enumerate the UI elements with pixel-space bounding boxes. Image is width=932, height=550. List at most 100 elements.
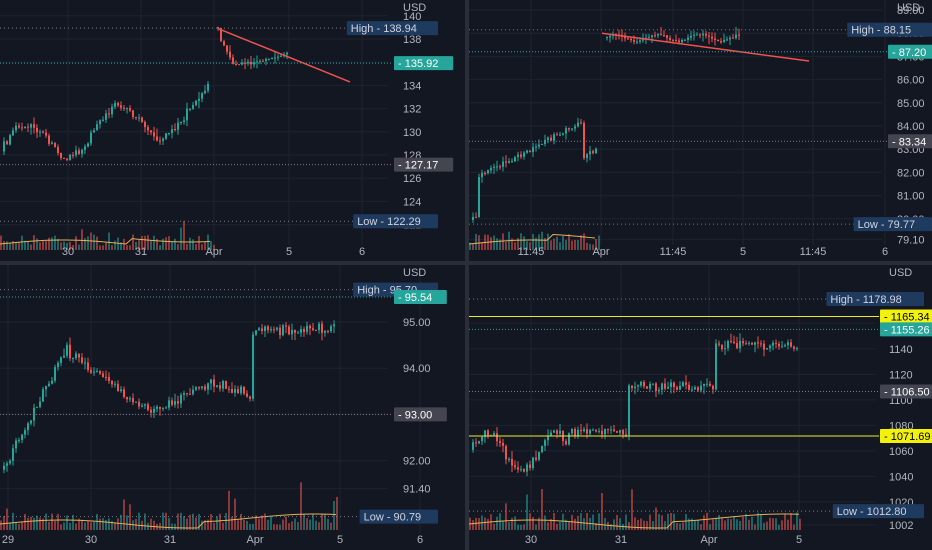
volume-bar: [469, 242, 471, 250]
candle-body: [610, 429, 612, 431]
candle-body: [39, 401, 41, 407]
candle-body: [592, 151, 594, 154]
candle-body: [45, 132, 47, 136]
x-axis-tick-label: 5: [337, 534, 343, 546]
volume-bar: [198, 236, 200, 250]
horizontal-level-tag-bg: [880, 428, 932, 443]
candle-body: [499, 166, 501, 168]
candle-body: [9, 460, 11, 464]
candle-body: [574, 429, 576, 437]
candle-body: [168, 132, 170, 134]
volume-bar: [757, 512, 759, 530]
candle-body: [702, 33, 704, 36]
volume-bar: [252, 523, 254, 530]
candle-body: [633, 40, 635, 42]
volume-bar: [658, 514, 660, 530]
volume-bar: [264, 513, 266, 530]
volume-bar: [682, 522, 684, 530]
candle-body: [228, 388, 230, 390]
candle-body: [619, 430, 621, 433]
candle-body: [123, 389, 125, 397]
volume-bar: [592, 514, 594, 530]
low-tag-bg: [853, 217, 932, 232]
volume-bar: [526, 241, 528, 250]
candle-body: [87, 143, 89, 147]
candle-body: [580, 122, 582, 124]
high-tag-bg: [346, 21, 438, 36]
candle-body: [606, 37, 608, 39]
candle-body: [138, 117, 140, 119]
candle-body: [225, 381, 227, 389]
chart-pane-top-left[interactable]: 122124126128130132134136138140USD3031Apr…: [0, 0, 465, 261]
volume-bar: [718, 515, 720, 530]
volume-bar: [285, 516, 287, 530]
volume-bar: [547, 233, 549, 250]
last-price-tag-bg: [394, 56, 454, 71]
candle-body: [33, 124, 35, 128]
candle-body: [66, 158, 68, 160]
volume-bar: [216, 516, 218, 530]
chart-canvas[interactable]: 122124126128130132134136138140USD3031Apr…: [0, 0, 465, 261]
volume-bar: [637, 519, 639, 530]
candle-body: [760, 343, 762, 345]
volume-bar: [195, 517, 197, 530]
chart-canvas[interactable]: 91.4092.0093.0094.0095.00USD293031Apr56H…: [0, 265, 465, 550]
volume-bar: [312, 513, 314, 530]
chart-pane-bottom-left[interactable]: 91.4092.0093.0094.0095.00USD293031Apr56H…: [0, 265, 465, 550]
volume-bar: [204, 520, 206, 530]
volume-bar: [565, 519, 567, 530]
pane-divider-vertical[interactable]: [465, 0, 469, 550]
volume-bar: [90, 522, 92, 530]
candle-body: [672, 39, 674, 41]
candle-body: [526, 464, 528, 472]
volume-bar: [721, 517, 723, 530]
candle-body: [639, 40, 641, 42]
candle-body: [550, 137, 552, 141]
chart-canvas[interactable]: 79.1080.0081.0082.0083.0084.0085.0086.00…: [469, 0, 932, 261]
volume-bar: [315, 520, 317, 530]
candle-body: [282, 325, 284, 336]
volume-bar: [33, 517, 35, 530]
volume-bar: [679, 523, 681, 530]
volume-bar: [517, 524, 519, 530]
candle-body: [691, 389, 693, 391]
candle-body: [673, 382, 675, 388]
volume-bar: [54, 520, 56, 530]
volume-bar: [493, 523, 495, 530]
candle-body: [613, 429, 615, 432]
chart-pane-top-right[interactable]: 79.1080.0081.0082.0083.0084.0085.0086.00…: [469, 0, 932, 261]
volume-bar: [105, 242, 107, 250]
candle-body: [726, 39, 728, 41]
high-tag-text: High - 88.15: [851, 25, 911, 37]
chart-canvas[interactable]: 100210201040106010801100112011401160USD3…: [469, 265, 932, 550]
volume-bar: [228, 490, 230, 530]
volume-bar: [796, 512, 798, 530]
volume-bar: [0, 235, 2, 250]
candle-body: [183, 120, 185, 122]
candle-body: [90, 132, 92, 144]
candle-body: [700, 385, 702, 391]
candle-body: [189, 393, 191, 395]
candle-body: [78, 353, 80, 358]
candle-body: [306, 325, 308, 332]
candle-body: [75, 150, 77, 156]
candle-body: [15, 125, 17, 131]
volume-bar: [42, 518, 44, 530]
low-tag-bg: [832, 504, 924, 519]
candle-body: [511, 161, 513, 163]
low-tag-text: Low - 90.79: [364, 512, 421, 524]
candle-body: [39, 131, 41, 133]
volume-bar: [472, 520, 474, 530]
volume-bar: [84, 238, 86, 250]
volume-bar: [192, 239, 194, 250]
volume-bar: [589, 243, 591, 250]
y-axis-tick-label: 1002: [889, 520, 913, 532]
candle-body: [285, 325, 287, 327]
chart-pane-bottom-right[interactable]: 100210201040106010801100112011401160USD3…: [469, 265, 932, 550]
volume-bar: [625, 514, 627, 530]
candle-body: [586, 429, 588, 434]
prev-close-tag-text: - 127.17: [398, 160, 438, 172]
x-axis-tick-label: 31: [164, 534, 176, 546]
candle-body: [529, 150, 531, 153]
volume-bar: [141, 235, 143, 250]
